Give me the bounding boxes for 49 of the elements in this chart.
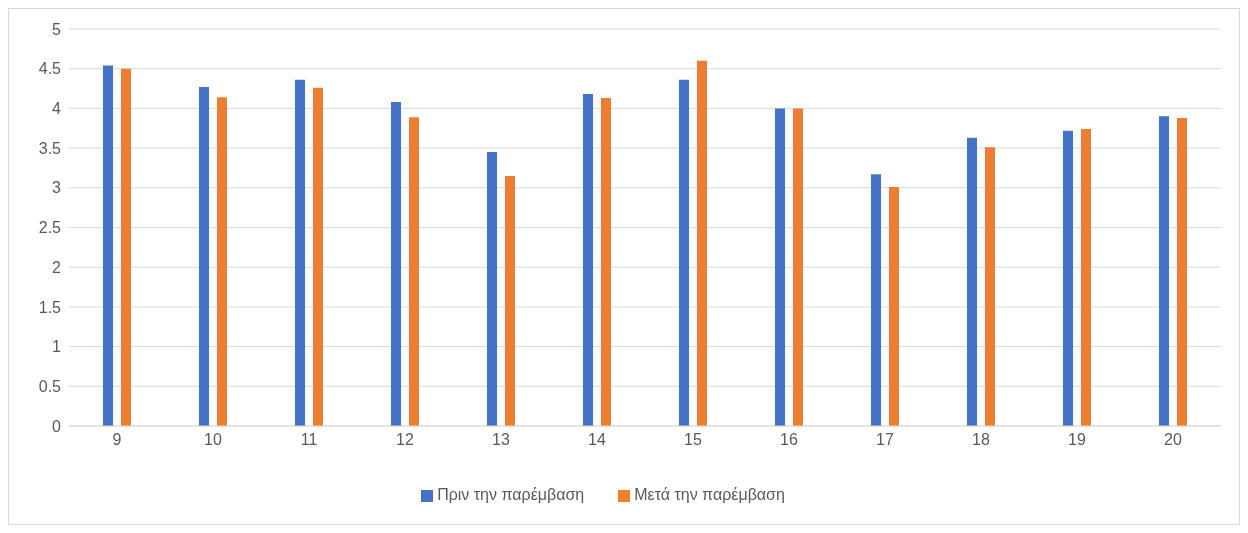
y-tick-label: 4.5 — [38, 60, 62, 78]
bar — [103, 65, 113, 426]
y-tick-label: 2.5 — [38, 219, 62, 237]
bar — [295, 79, 305, 426]
bar — [967, 137, 977, 426]
bar — [583, 94, 593, 426]
bar — [1159, 116, 1169, 426]
x-tick-label: 20 — [1164, 431, 1182, 449]
bar — [217, 97, 227, 426]
x-tick-label: 12 — [396, 431, 414, 449]
bar — [313, 87, 323, 426]
bar — [871, 174, 881, 426]
y-tick-label: 3 — [52, 179, 62, 197]
bar — [889, 187, 899, 426]
legend-label: Μετά την παρέμβαση — [634, 486, 785, 503]
x-tick-label: 19 — [1068, 431, 1086, 449]
y-tick-label: 4 — [52, 100, 62, 118]
bar — [793, 108, 803, 426]
y-tick-label: 2 — [52, 258, 62, 276]
bar — [409, 117, 419, 426]
bar — [601, 98, 611, 426]
bar — [199, 86, 209, 426]
bar — [697, 60, 707, 426]
x-tick-label: 10 — [204, 431, 222, 449]
x-tick-label: 14 — [588, 431, 606, 449]
x-tick-label: 13 — [492, 431, 510, 449]
bar — [505, 175, 515, 426]
y-tick-label: 0 — [52, 417, 62, 435]
bar — [487, 152, 497, 426]
bar — [1177, 117, 1187, 426]
bar — [775, 108, 785, 426]
y-tick-label: 5 — [52, 20, 62, 38]
bar — [985, 147, 995, 426]
y-tick-label: 1 — [52, 338, 62, 356]
bar — [121, 68, 131, 426]
x-tick-label: 15 — [684, 431, 702, 449]
bar — [1063, 130, 1073, 426]
x-tick-label: 18 — [972, 431, 990, 449]
bar — [391, 102, 401, 426]
legend-label: Πριν την παρέμβαση — [437, 486, 585, 503]
x-tick-label: 9 — [112, 431, 122, 449]
x-tick-label: 17 — [876, 431, 894, 449]
y-tick-label: 1.5 — [38, 298, 62, 316]
x-tick-label: 11 — [300, 431, 318, 449]
bar — [679, 79, 689, 426]
x-tick-label: 16 — [780, 431, 798, 449]
y-tick-label: 0.5 — [38, 377, 62, 395]
bar — [1081, 129, 1091, 426]
y-tick-label: 3.5 — [38, 139, 62, 157]
